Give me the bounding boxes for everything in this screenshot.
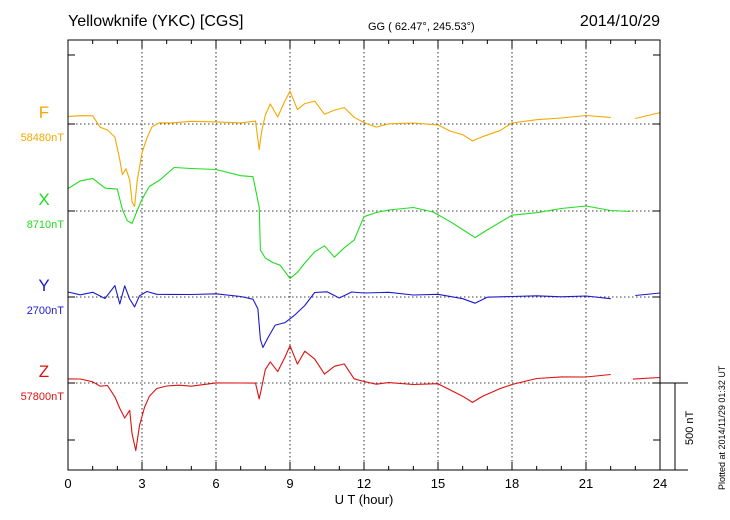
scale-bar: 500 nT <box>660 382 696 471</box>
series-name-F: F <box>39 103 49 122</box>
series-line-F <box>67 90 661 208</box>
plotted-note: Plotted at 2014/11/29 01:32 UT <box>717 365 727 490</box>
x-axis-ticks: 0 3 6 9 12 15 18 21 24 <box>64 40 667 491</box>
series-name-X: X <box>38 190 49 209</box>
x-tick-label-15: 15 <box>431 476 445 491</box>
series-name-Y: Y <box>38 276 49 295</box>
scale-bar-label: 500 nT <box>684 410 696 445</box>
series-traces <box>67 90 661 452</box>
chart-date: 2014/10/29 <box>580 13 660 30</box>
series-line-Y <box>67 285 661 349</box>
series-baseline-Y: 2700nT <box>27 305 65 317</box>
series-baseline-Z: 57800nT <box>21 391 65 403</box>
series-labels: F 58480nT X 8710nT Y 2700nT Z 57800nT <box>21 103 65 403</box>
x-tick-label-12: 12 <box>357 476 371 491</box>
x-tick-label-3: 3 <box>138 476 145 491</box>
series-line-Z <box>67 345 661 452</box>
x-axis-label: U T (hour) <box>335 492 394 507</box>
x-tick-label-6: 6 <box>212 476 219 491</box>
x-tick-label-21: 21 <box>579 476 593 491</box>
grid-lines <box>141 40 587 470</box>
series-baseline-F: 58480nT <box>21 132 65 144</box>
x-tick-label-24: 24 <box>653 476 667 491</box>
series-baseline-X: 8710nT <box>27 219 65 231</box>
series-name-Z: Z <box>39 362 49 381</box>
station-coordinates: GG ( 62.47°, 245.53°) <box>368 21 475 33</box>
chart-title: Yellowknife (YKC) [CGS] <box>68 13 243 30</box>
x-tick-label-18: 18 <box>505 476 519 491</box>
x-tick-label-9: 9 <box>286 476 293 491</box>
x-tick-label-0: 0 <box>64 476 71 491</box>
